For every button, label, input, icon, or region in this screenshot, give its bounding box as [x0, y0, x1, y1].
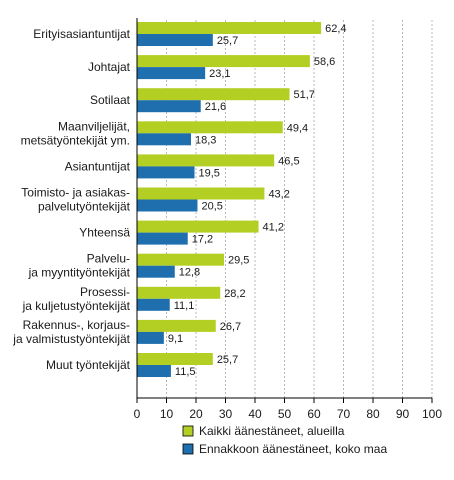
x-tick-label-40: 40 — [248, 407, 262, 421]
legend-label-0: Kaikki äänestäneet, alueilla — [199, 424, 345, 438]
category-labels: Erityisasiantuntijat Johtajat Sotilaat Maan… — [12, 27, 130, 372]
value-label-kaikki-7: 29,5 — [228, 255, 249, 267]
x-tick-label-70: 70 — [337, 407, 351, 421]
bar-ennakko-2 — [137, 100, 201, 113]
bar-kaikki-0 — [137, 22, 322, 34]
x-tick-label-0: 0 — [134, 407, 141, 421]
x-tick-label-30: 30 — [219, 407, 233, 421]
bar-ennakko-7 — [137, 265, 175, 278]
bar-kaikki-6 — [137, 220, 259, 233]
bar-kaikki-9 — [137, 319, 216, 332]
bar-ennakko-4 — [137, 166, 195, 179]
bar-ennakko-8 — [137, 298, 170, 311]
x-tick-label-60: 60 — [307, 407, 321, 421]
x-tick-label-20: 20 — [189, 407, 203, 421]
value-label-ennakko-9: 9,1 — [168, 333, 183, 345]
value-label-ennakko-3: 18,3 — [195, 134, 216, 146]
x-tick-label-10: 10 — [160, 407, 174, 421]
value-label-kaikki-1: 58,6 — [314, 56, 335, 68]
x-tick-label-100: 100 — [422, 407, 442, 421]
bar-ennakko-10 — [137, 365, 171, 377]
value-label-ennakko-7: 12,8 — [179, 267, 200, 279]
legend-label-1: Ennakkoon äänestäneet, koko maa — [199, 442, 387, 456]
legend: Kaikki äänestäneet, alueilla Ennakkoon ää… — [182, 424, 387, 456]
value-label-ennakko-0: 25,7 — [217, 35, 238, 47]
value-label-ennakko-10: 11,5 — [175, 366, 196, 378]
value-label-kaikki-5: 43,2 — [268, 189, 289, 201]
value-label-ennakko-2: 21,6 — [205, 101, 226, 113]
bar-kaikki-5 — [137, 187, 265, 200]
value-label-kaikki-2: 51,7 — [294, 89, 315, 101]
bars — [137, 22, 322, 377]
value-label-kaikki-0: 62,4 — [325, 23, 346, 35]
category-label-4: Asiantuntijat — [65, 159, 131, 173]
bar-kaikki-1 — [137, 55, 310, 68]
value-label-ennakko-6: 17,2 — [192, 234, 213, 246]
x-tick-label-90: 90 — [396, 407, 410, 421]
category-label-5: Toimisto- ja asiakas-palvelutyöntekijät — [21, 186, 130, 214]
legend-swatch-1 — [182, 443, 194, 455]
bar-ennakko-0 — [137, 34, 213, 46]
value-label-ennakko-4: 19,5 — [199, 167, 220, 179]
category-label-7: Palvelu-ja myyntityöntekijät — [28, 252, 131, 280]
category-label-3: Maanviljelijät, metsätyöntekijät ym. — [21, 119, 130, 147]
value-label-kaikki-4: 46,5 — [278, 155, 299, 167]
category-label-10: Muut työntekijät — [46, 358, 131, 372]
value-label-kaikki-6: 41,2 — [263, 222, 284, 234]
legend-swatch-0 — [182, 425, 194, 437]
value-label-kaikki-9: 26,7 — [220, 321, 241, 333]
value-label-kaikki-8: 28,2 — [224, 288, 245, 300]
category-label-8: Prosessi-ja kuljetustyöntekijät — [22, 285, 131, 313]
value-label-kaikki-3: 49,4 — [287, 122, 308, 134]
bar-ennakko-1 — [137, 67, 206, 80]
category-label-9: Rakennus-, korjaus-ja valmistustyöntekij… — [12, 318, 130, 346]
x-tick-label-80: 80 — [366, 407, 380, 421]
bar-kaikki-2 — [137, 88, 290, 101]
category-label-6: Yhteensä — [79, 226, 130, 240]
category-label-0: Erityisasiantuntijat — [33, 27, 130, 41]
value-labels: 62,4 25,7 58,6 23,1 51,7 21,6 49,4 18,3 46,5 19,5… — [168, 23, 347, 378]
value-label-ennakko-8: 11,1 — [174, 300, 195, 312]
bar-kaikki-7 — [137, 253, 225, 266]
category-label-1: Johtajat — [88, 60, 131, 74]
category-label-2: Sotilaat — [90, 93, 131, 107]
value-label-ennakko-5: 20,5 — [201, 201, 222, 213]
bar-kaikki-3 — [137, 121, 283, 134]
x-tick-label-50: 50 — [278, 407, 292, 421]
bar-ennakko-6 — [137, 232, 188, 245]
value-label-ennakko-1: 23,1 — [209, 68, 230, 80]
bar-ennakko-5 — [137, 199, 198, 212]
bar-ennakko-3 — [137, 133, 191, 146]
bar-ennakko-9 — [137, 331, 164, 344]
x-axis: 0 10 20 30 40 50 60 70 80 90 100 — [134, 18, 442, 421]
bar-kaikki-4 — [137, 154, 275, 167]
bar-kaikki-10 — [137, 353, 213, 365]
bar-kaikki-8 — [137, 286, 221, 299]
value-label-kaikki-10: 25,7 — [217, 354, 238, 366]
